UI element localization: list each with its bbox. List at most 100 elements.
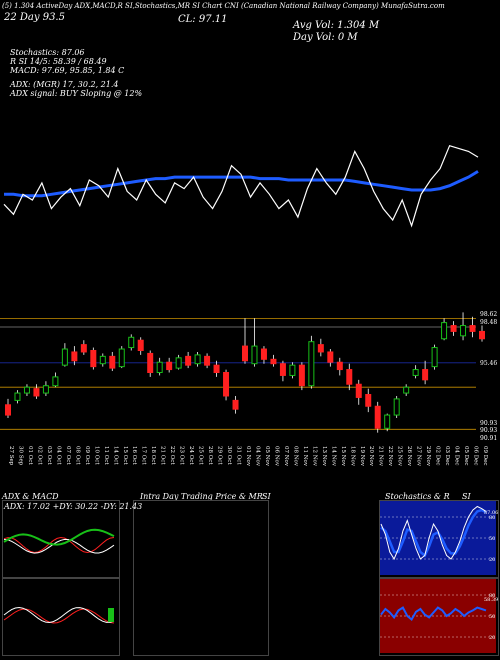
rsi-value-label: 58.39 <box>484 597 498 603</box>
candle-body <box>308 341 315 387</box>
candle <box>346 363 353 391</box>
date-label: 08 Oct <box>74 446 80 465</box>
candle <box>71 346 78 366</box>
date-label: 02 Dec <box>435 446 441 466</box>
date-label: 06 Dec <box>473 446 479 466</box>
date-label: 07 Oct <box>65 446 71 465</box>
date-label: 01 Nov <box>245 446 251 467</box>
candle-body <box>317 344 324 353</box>
candle-body <box>242 345 248 362</box>
date-label: 14 Oct <box>112 446 118 465</box>
rsi-readout: R SI 14/5: 58.39 / 68.49 <box>10 57 107 66</box>
date-label: 06 Nov <box>273 446 279 467</box>
date-label: 30 Sep <box>17 446 23 466</box>
date-label: 25 Oct <box>198 446 204 465</box>
date-label: 04 Oct <box>55 446 61 465</box>
candle <box>223 369 230 401</box>
candle <box>355 379 362 405</box>
day-range-label: 22 Day 93.5 <box>4 12 65 23</box>
price-axis-label: 90.91 <box>480 435 497 442</box>
candle <box>251 318 258 367</box>
candle-body <box>431 347 438 368</box>
candle <box>23 384 30 396</box>
candle <box>80 340 87 355</box>
date-label: 30 Oct <box>226 446 232 465</box>
candle-body <box>5 404 11 416</box>
adx-signal-readout: ADX signal: BUY Sloping @ 12% <box>10 89 143 98</box>
candle-body <box>298 364 305 387</box>
candle-body <box>61 348 68 366</box>
candle-body <box>412 369 419 376</box>
candle <box>479 325 485 342</box>
date-label: 05 Nov <box>264 446 270 467</box>
macd-line <box>3 606 115 624</box>
adx-readout: ADX: (MGR) 17, 30.2, 21.4 <box>10 80 119 89</box>
adx-line <box>3 538 115 554</box>
candle <box>412 365 419 379</box>
rsi-level-label: 50 <box>489 614 495 620</box>
candle <box>213 360 220 377</box>
candle-body <box>14 392 21 401</box>
date-label: 05 Dec <box>463 446 469 466</box>
intraday-panel <box>133 500 269 656</box>
candle-body <box>384 414 391 429</box>
date-label: 11 Nov <box>302 446 308 467</box>
adx-plus-di-line <box>3 528 115 546</box>
candle <box>175 354 182 370</box>
candle <box>336 357 343 376</box>
date-label: 15 Oct <box>122 446 128 465</box>
date-label: 10 Oct <box>93 446 99 465</box>
date-label: 29 Oct <box>217 446 223 465</box>
date-label: 07 Nov <box>283 446 289 467</box>
candle-body <box>479 330 485 340</box>
candle-body <box>450 325 457 332</box>
candle <box>270 354 277 367</box>
candle <box>403 384 410 396</box>
candle-body <box>374 405 381 429</box>
candle-body <box>223 372 230 397</box>
date-label: 19 Nov <box>359 446 365 467</box>
adx-minus-di-line <box>3 536 115 554</box>
candle <box>166 357 173 373</box>
date-label: 09 Oct <box>84 446 90 465</box>
date-label: 27 Sep <box>8 446 14 466</box>
date-label: 16 Oct <box>131 446 137 465</box>
candle-body <box>156 361 163 374</box>
candle-body <box>90 349 97 368</box>
candle <box>90 347 97 370</box>
stoch-panel-title: Stochastics & R <box>385 492 450 501</box>
candle <box>289 362 296 379</box>
candle-body <box>175 357 182 369</box>
date-label: 02 Oct <box>36 446 42 465</box>
candle-body <box>80 344 87 353</box>
price-axis-label: 90.93 <box>480 420 497 427</box>
date-label: 13 Nov <box>321 446 327 467</box>
day-volume-label: Day Vol: 0 M <box>293 32 358 43</box>
candle-body <box>260 348 267 360</box>
candle <box>42 381 49 396</box>
candle-body <box>118 348 125 368</box>
date-label: 04 Dec <box>454 446 460 466</box>
date-label: 27 Nov <box>416 446 422 467</box>
stoch-level-label: 80 <box>489 515 495 521</box>
stoch-value-label: 87.06 <box>484 510 498 516</box>
date-label: 21 Nov <box>378 446 384 467</box>
candle-body <box>355 383 362 398</box>
candle <box>61 343 68 367</box>
candle <box>109 351 116 372</box>
date-label: 21 Oct <box>160 446 166 465</box>
candle <box>422 360 429 385</box>
date-label: 17 Oct <box>141 446 147 465</box>
stoch-level-label: 50 <box>489 536 495 542</box>
date-label: 23 Oct <box>179 446 185 465</box>
candle-body <box>42 385 49 394</box>
date-label: 03 Oct <box>46 446 52 465</box>
date-label: 18 Nov <box>349 446 355 467</box>
candle-body <box>194 354 201 365</box>
candle-body <box>23 386 30 394</box>
candle <box>365 388 372 413</box>
candle <box>393 395 400 418</box>
candle-body <box>52 376 59 387</box>
